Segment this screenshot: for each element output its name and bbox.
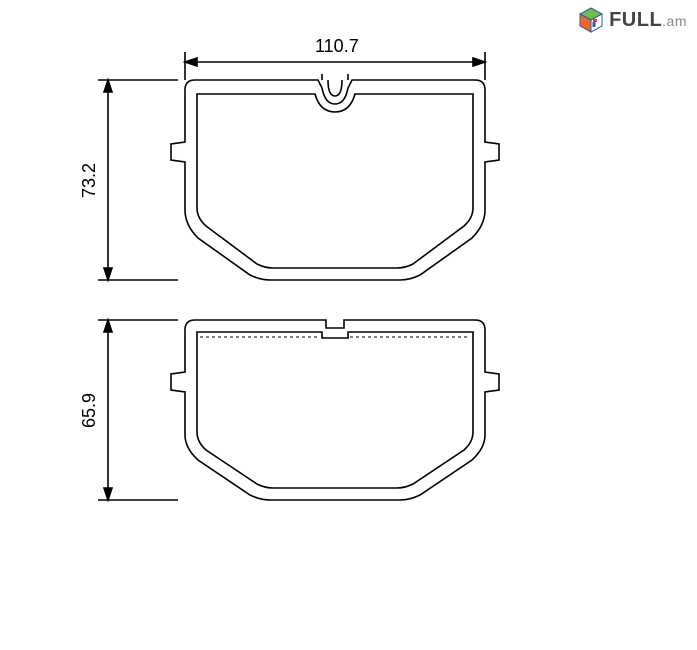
brake-pad-bottom [171, 320, 499, 500]
brake-pad-diagram [50, 40, 610, 620]
logo-text-main: FULL [609, 9, 662, 31]
dimension-height-1 [98, 80, 178, 280]
width-dimension-label: 110.7 [315, 36, 359, 57]
technical-drawing: 110.7 73.2 65.9 [50, 40, 610, 620]
logo-text: FULL.am [609, 9, 687, 32]
height1-dimension-label: 73.2 [79, 163, 100, 198]
site-logo: FULL.am [577, 6, 687, 34]
logo-text-sub: .am [662, 13, 687, 29]
height2-dimension-label: 65.9 [79, 393, 100, 428]
brake-pad-top [171, 74, 499, 280]
logo-cube-icon [577, 6, 605, 34]
dimension-height-2 [98, 320, 178, 500]
